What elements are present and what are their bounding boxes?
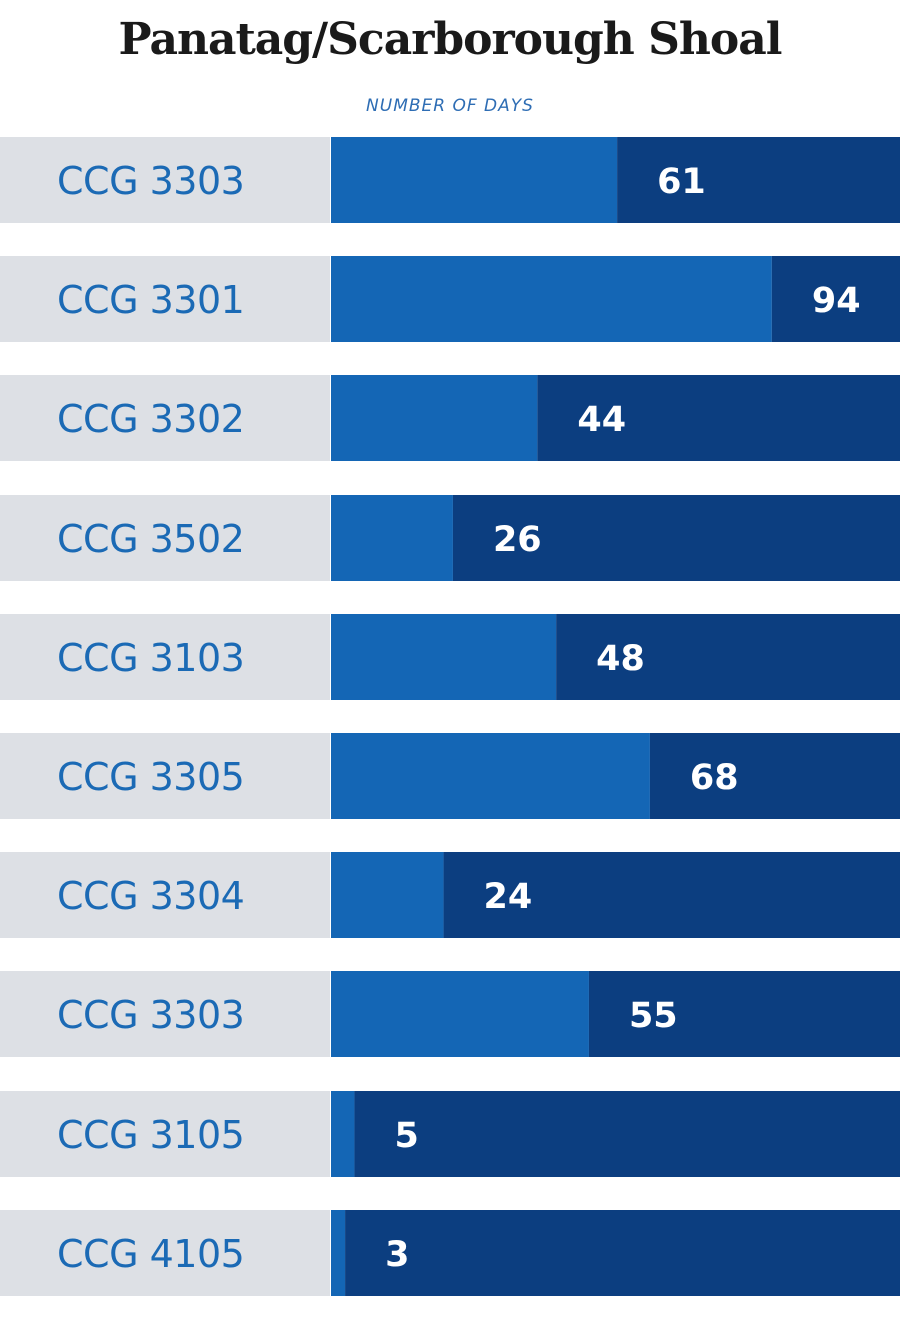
category-label-bg: [0, 733, 330, 819]
bar-row: CCG 3305 68: [0, 733, 900, 819]
data-label: 5: [394, 1116, 418, 1156]
bar-remainder: [771, 256, 900, 342]
bar-row: CCG 3301 94: [0, 256, 900, 342]
bar-row: CCG 3303 55: [0, 971, 900, 1057]
bar-remainder: [537, 375, 900, 461]
bar-remainder: [345, 1210, 900, 1296]
data-label: 44: [577, 400, 626, 440]
bar-value: [331, 614, 557, 700]
category-label-bg: [0, 495, 330, 581]
category-label: CCG 3304: [57, 874, 244, 918]
bar-remainder: [588, 971, 900, 1057]
bar-value: [331, 137, 618, 223]
chart-subtitle: NUMBER OF DAYS: [366, 96, 534, 116]
bar-value: [331, 1091, 355, 1177]
bar-row: CCG 3303 61: [0, 137, 900, 223]
bar-remainder: [452, 495, 900, 581]
bar-row: CCG 4105 3: [0, 1210, 900, 1296]
bar-value: [331, 733, 650, 819]
category-label: CCG 3305: [57, 755, 244, 799]
bar-row: CCG 3103 48: [0, 614, 900, 700]
category-label: CCG 4105: [57, 1232, 244, 1276]
data-label: 26: [493, 520, 542, 560]
bar-remainder: [649, 733, 900, 819]
bar-value: [331, 495, 453, 581]
category-label: CCG 3303: [57, 993, 244, 1037]
data-label: 24: [484, 877, 533, 917]
bar-row: CCG 3302 44: [0, 375, 900, 461]
category-label: CCG 3301: [57, 278, 244, 322]
data-label: 48: [596, 639, 645, 679]
category-label-bg: [0, 1210, 330, 1296]
category-label-bg: [0, 375, 330, 461]
category-label: CCG 3303: [57, 159, 244, 203]
bar-remainder: [556, 614, 900, 700]
bar-remainder: [354, 1091, 900, 1177]
category-label: CCG 3105: [57, 1113, 244, 1157]
chart-title: Panatag/Scarborough Shoal: [118, 14, 783, 65]
bar-value: [331, 1210, 346, 1296]
data-label: 94: [812, 281, 861, 321]
bar-row: CCG 3304 24: [0, 852, 900, 938]
bar-remainder: [617, 137, 900, 223]
bar-value: [331, 256, 772, 342]
bar-value: [331, 852, 444, 938]
category-label-bg: [0, 614, 330, 700]
category-label: CCG 3502: [57, 517, 244, 561]
data-label: 61: [657, 162, 706, 202]
data-label: 55: [629, 996, 678, 1036]
category-label-bg: [0, 256, 330, 342]
data-label: 3: [385, 1235, 409, 1275]
category-label-bg: [0, 852, 330, 938]
category-label: CCG 3302: [57, 397, 244, 441]
category-label-bg: [0, 1091, 330, 1177]
bar-value: [331, 375, 538, 461]
data-label: 68: [690, 758, 739, 798]
bar-remainder: [443, 852, 900, 938]
category-label: CCG 3103: [57, 636, 244, 680]
category-label-bg: [0, 971, 330, 1057]
bar-row: CCG 3105 5: [0, 1091, 900, 1177]
bar-row: CCG 3502 26: [0, 495, 900, 581]
bar-value: [331, 971, 589, 1057]
category-label-bg: [0, 137, 330, 223]
